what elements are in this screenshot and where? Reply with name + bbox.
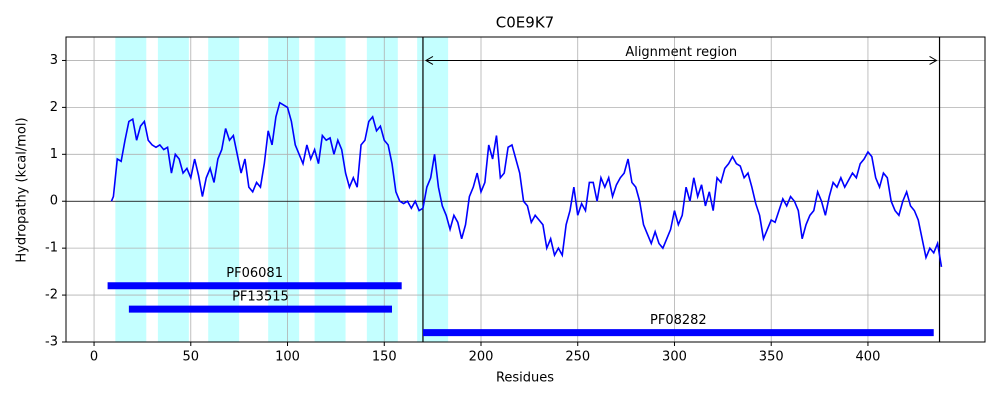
x-tick-label: 300 <box>662 350 687 365</box>
x-tick-label: 0 <box>90 350 98 365</box>
domain-label: PF13515 <box>232 290 289 305</box>
domain-label: PF06081 <box>226 266 283 281</box>
x-tick-label: 150 <box>372 350 397 365</box>
arrow-head <box>424 56 434 65</box>
x-axis-label: Residues <box>496 371 554 386</box>
chart-title: C0E9K7 <box>496 14 554 32</box>
y-tick-label: 0 <box>50 194 58 209</box>
annotation-label: Alignment region <box>625 45 737 60</box>
domain-label: PF08282 <box>650 313 707 328</box>
hydropathy-line <box>110 101 943 268</box>
highlight-span <box>115 37 147 342</box>
y-tick-label: 3 <box>50 53 58 68</box>
highlight-span <box>366 37 398 342</box>
x-tick-label: 350 <box>759 350 784 365</box>
highlight-span <box>268 37 300 342</box>
x-tick-label: 50 <box>183 350 200 365</box>
plot-frame <box>65 36 986 343</box>
y-axis-label: Hydropathy (kcal/mol) <box>15 117 30 262</box>
y-tick-label: -3 <box>45 335 58 350</box>
arrow-head <box>929 56 938 65</box>
x-tick-label: 400 <box>856 350 881 365</box>
y-tick-label: 2 <box>50 100 58 115</box>
y-tick-label: -2 <box>45 288 58 303</box>
highlight-span <box>157 37 189 342</box>
highlight-span <box>417 37 449 342</box>
y-tick-label: -1 <box>45 241 58 256</box>
x-tick-label: 200 <box>469 350 494 365</box>
x-tick-label: 250 <box>565 350 590 365</box>
x-tick-label: 100 <box>275 350 300 365</box>
highlight-span <box>208 37 240 342</box>
highlight-span <box>314 37 346 342</box>
y-tick-label: 1 <box>50 147 58 162</box>
